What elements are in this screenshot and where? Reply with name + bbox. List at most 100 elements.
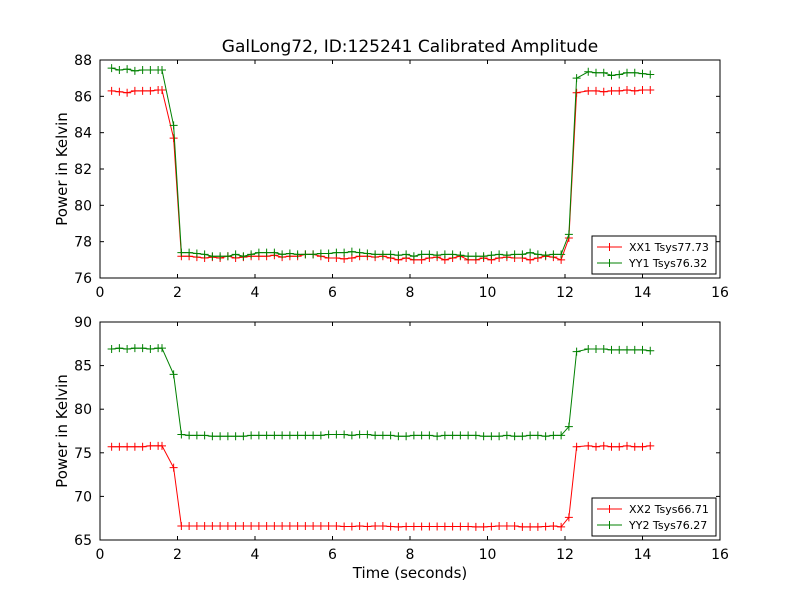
data-point-marker <box>557 522 566 531</box>
data-point-marker <box>386 522 395 531</box>
data-point-marker <box>448 522 457 531</box>
data-point-marker <box>630 442 639 451</box>
data-point-marker <box>394 522 403 531</box>
data-point-marker <box>371 250 380 259</box>
data-point-marker <box>425 522 434 531</box>
data-point-marker <box>301 250 310 259</box>
data-point-marker <box>646 85 655 94</box>
data-point-marker <box>487 432 496 441</box>
x-tick-label: 4 <box>251 547 260 563</box>
data-point-marker <box>192 522 201 531</box>
data-point-marker <box>285 431 294 440</box>
data-point-marker <box>402 250 411 259</box>
data-point-marker <box>347 247 356 256</box>
data-point-marker <box>510 522 519 531</box>
data-point-marker <box>223 252 232 261</box>
data-point-marker <box>417 250 426 259</box>
data-point-marker <box>115 87 124 96</box>
data-point-marker <box>355 522 364 531</box>
data-point-marker <box>533 431 542 440</box>
data-point-marker <box>386 250 395 259</box>
data-point-marker <box>448 250 457 259</box>
data-point-marker <box>615 70 624 79</box>
data-point-marker <box>316 431 325 440</box>
data-point-marker <box>487 522 496 531</box>
data-point-marker <box>526 431 535 440</box>
data-point-marker <box>564 422 573 431</box>
data-point-marker <box>448 431 457 440</box>
y-tick-label: 88 <box>74 53 92 69</box>
y-tick-label: 65 <box>74 533 92 549</box>
data-point-marker <box>123 442 132 451</box>
y-tick-label: 70 <box>74 489 92 505</box>
data-point-marker <box>440 522 449 531</box>
data-point-marker <box>623 85 631 94</box>
data-point-marker <box>293 431 302 440</box>
data-point-marker <box>409 252 418 261</box>
data-point-marker <box>301 431 310 440</box>
data-point-marker <box>107 345 116 354</box>
data-point-marker <box>216 252 225 261</box>
y-tick-label: 76 <box>74 271 92 287</box>
data-point-marker <box>599 87 608 96</box>
data-point-marker <box>239 522 248 531</box>
x-tick-label: 10 <box>479 285 497 301</box>
data-point-marker <box>440 250 449 259</box>
data-point-marker <box>293 250 302 259</box>
legend-box <box>591 235 717 275</box>
data-point-marker <box>607 71 616 80</box>
data-point-marker <box>169 134 178 143</box>
data-point-marker <box>123 345 132 354</box>
data-point-marker <box>216 522 225 531</box>
data-point-marker <box>107 442 116 451</box>
data-point-marker <box>177 522 186 531</box>
data-point-marker <box>495 432 504 441</box>
legend-swatch-marker <box>605 259 614 267</box>
data-point-marker <box>332 430 341 439</box>
data-point-marker <box>355 248 364 257</box>
data-point-marker <box>158 65 166 74</box>
data-point-marker <box>130 86 139 95</box>
data-point-marker <box>623 345 631 354</box>
data-point-marker <box>185 522 194 531</box>
data-point-marker <box>409 522 418 531</box>
data-point-marker <box>158 441 166 450</box>
data-point-marker <box>433 432 442 441</box>
data-point-marker <box>402 432 411 441</box>
data-point-marker <box>425 431 434 440</box>
data-point-marker <box>564 513 573 522</box>
data-point-marker <box>293 522 302 531</box>
data-point-marker <box>324 249 333 258</box>
y-tick-label: 86 <box>74 89 92 105</box>
y-tick-label: 78 <box>74 235 92 251</box>
data-point-marker <box>169 370 178 379</box>
data-point-marker <box>107 86 116 95</box>
data-point-marker <box>200 522 209 531</box>
data-point-marker <box>456 431 465 440</box>
data-point-marker <box>130 66 139 75</box>
data-point-marker <box>200 431 209 440</box>
data-point-marker <box>502 251 511 260</box>
x-tick-label: 0 <box>96 285 105 301</box>
data-point-marker <box>526 522 535 531</box>
data-point-marker <box>340 430 349 439</box>
data-point-marker <box>471 431 480 440</box>
data-point-marker <box>518 250 527 259</box>
data-point-marker <box>464 431 473 440</box>
data-point-marker <box>278 431 287 440</box>
data-point-marker <box>158 344 166 353</box>
data-point-marker <box>138 344 147 353</box>
data-point-marker <box>247 250 256 259</box>
data-point-marker <box>316 249 325 258</box>
data-point-marker <box>138 86 147 95</box>
data-point-marker <box>599 441 608 450</box>
legend-box <box>591 497 717 537</box>
data-point-marker <box>402 522 411 531</box>
x-tick-label: 2 <box>173 285 182 301</box>
data-point-marker <box>200 250 209 259</box>
data-point-marker <box>394 432 403 441</box>
x-tick-label: 8 <box>406 547 415 563</box>
data-point-marker <box>541 432 550 441</box>
data-point-marker <box>262 431 271 440</box>
